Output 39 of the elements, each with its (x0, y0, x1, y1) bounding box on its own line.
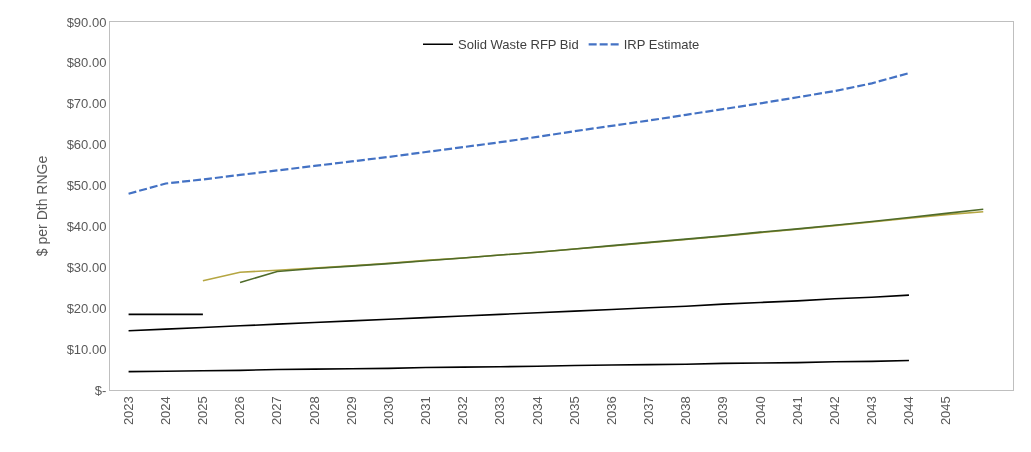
x-tick-label: 2029 (343, 396, 359, 426)
y-tick-label: $80.00 (66, 55, 107, 71)
x-tick-label: 2023 (120, 396, 136, 426)
y-tick-label: $40.00 (66, 218, 107, 234)
x-tick-label: 2024 (157, 396, 173, 426)
x-tick-label: 2043 (864, 396, 880, 426)
x-tick-label: 2038 (678, 396, 694, 426)
x-tick-label: 2025 (195, 396, 211, 426)
x-tick-label: 2040 (752, 396, 768, 426)
x-tick-label: 2039 (715, 396, 731, 426)
y-tick-label: $10.00 (66, 341, 107, 357)
x-tick-label: 2042 (826, 396, 842, 426)
x-tick-label: 2037 (641, 396, 657, 426)
line-series (127, 294, 910, 332)
x-tick-label: 2036 (603, 396, 619, 426)
legend-label: Solid Waste RFP Bid (458, 37, 579, 53)
x-tick-label: 2033 (492, 396, 508, 426)
x-tick-label: 2044 (901, 396, 917, 426)
x-tick-label: 2041 (789, 396, 805, 426)
y-tick-label: $30.00 (66, 259, 107, 275)
x-tick-label: 2035 (566, 396, 582, 426)
x-tick-label: 2030 (380, 396, 396, 426)
legend-label: IRP Estimate (623, 37, 700, 53)
y-tick-label: $90.00 (66, 14, 107, 30)
y-axis-title: $ per Dth RNGe (34, 155, 51, 257)
x-tick-label: 2027 (269, 396, 285, 426)
line-series (127, 359, 910, 373)
y-tick-label: $70.00 (66, 96, 107, 112)
y-tick-label: $- (94, 382, 107, 398)
x-tick-label: 2045 (938, 396, 954, 426)
y-tick-label: $50.00 (66, 178, 107, 194)
y-tick-label: $60.00 (66, 137, 107, 153)
x-tick-label: 2031 (418, 396, 434, 426)
x-tick-label: 2028 (306, 396, 322, 426)
x-tick-label: 2032 (455, 396, 471, 426)
y-tick-label: $20.00 (66, 300, 107, 316)
line-series (127, 72, 911, 195)
x-tick-label: 2034 (529, 396, 545, 426)
x-tick-label: 2026 (232, 396, 248, 426)
